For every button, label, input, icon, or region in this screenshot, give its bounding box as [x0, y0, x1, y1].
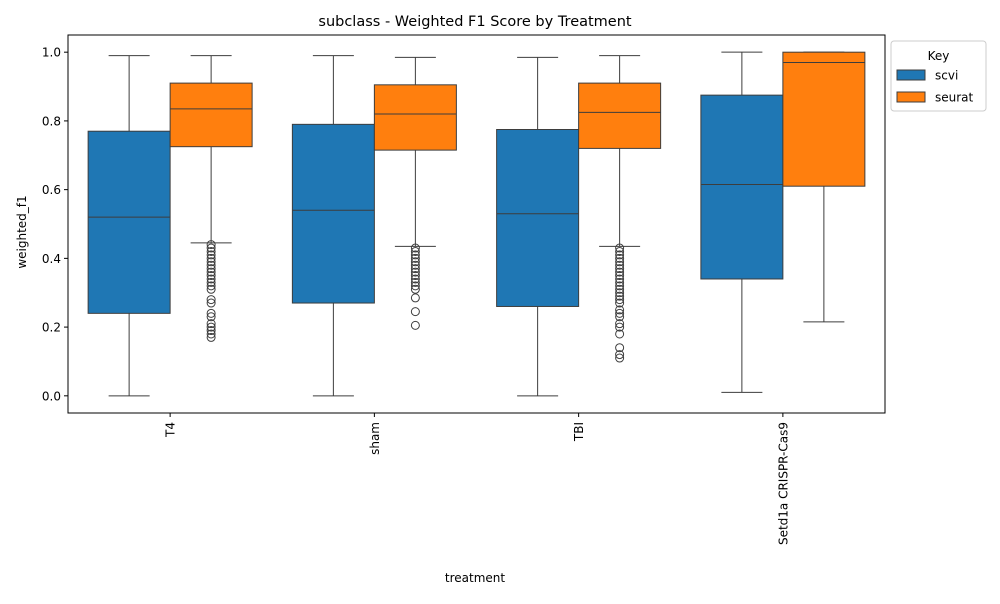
outlier-point	[615, 253, 625, 263]
outlier-point	[615, 246, 625, 256]
outlier-point	[410, 264, 420, 274]
box-scvi	[700, 94, 784, 280]
outlier-point	[206, 250, 216, 260]
outlier-point	[206, 274, 216, 284]
box-scvi	[291, 123, 375, 304]
outlier-point	[615, 264, 625, 274]
outlier-point	[206, 295, 216, 305]
outlier-point	[206, 332, 216, 342]
outlier-point	[206, 281, 216, 291]
outlier-point	[410, 293, 420, 303]
outlier-point	[615, 271, 625, 281]
outlier-point	[410, 320, 420, 330]
box-scvi	[496, 129, 580, 307]
outlier-point	[410, 271, 420, 281]
outlier-point	[206, 240, 216, 250]
x-axis-label: treatment	[445, 571, 505, 585]
outlier-point	[615, 260, 625, 270]
outlier-point	[615, 291, 625, 301]
outlier-point	[206, 253, 216, 263]
outlier-point	[206, 246, 216, 256]
outlier-point	[615, 250, 625, 260]
x-tick-label: sham	[368, 422, 382, 455]
outlier-point	[615, 288, 625, 298]
outlier-point	[615, 298, 625, 308]
box-scvi	[87, 130, 171, 314]
outlier-point	[206, 329, 216, 339]
chart-title: subclass - Weighted F1 Score by Treatmen…	[318, 14, 632, 30]
outlier-point	[615, 350, 625, 360]
x-tick-label: Setd1a CRISPR-Cas9	[776, 422, 790, 545]
legend-swatch-scvi	[896, 69, 926, 81]
outlier-point	[410, 250, 420, 260]
outlier-point	[615, 277, 625, 287]
outlier-point	[410, 281, 420, 291]
outlier-point	[206, 243, 216, 253]
legend-label-scvi: scvi	[935, 69, 958, 83]
outlier-point	[615, 243, 625, 253]
outlier-point	[615, 274, 625, 284]
box-seurat	[578, 82, 662, 149]
outlier-point	[615, 295, 625, 305]
outlier-point	[615, 284, 625, 294]
outlier-point	[410, 274, 420, 284]
outlier-point	[410, 267, 420, 277]
outlier-point	[615, 257, 625, 267]
legend-label-seurat: seurat	[935, 91, 974, 105]
outlier-point	[615, 312, 625, 322]
plot-area: 0.0 0.2 0.4 0.6 0.8 1.0 T4 sham TBI Setd1a CRISPR…	[42, 34, 886, 545]
outlier-point	[615, 281, 625, 291]
legend-swatch-seurat	[896, 91, 926, 103]
outlier-point	[615, 319, 625, 329]
outlier-point	[206, 326, 216, 336]
outlier-point	[410, 307, 420, 317]
outlier-point	[206, 319, 216, 329]
outlier-point	[615, 308, 625, 318]
outlier-point	[410, 243, 420, 253]
y-tick-label: 1.0	[42, 46, 61, 60]
outlier-point	[206, 257, 216, 267]
outlier-point	[615, 343, 625, 353]
outlier-point	[410, 260, 420, 270]
y-axis-label: weighted_f1	[15, 195, 29, 268]
plot-frame	[67, 34, 886, 414]
outlier-point	[206, 308, 216, 318]
outlier-point	[410, 277, 420, 287]
outlier-point	[615, 322, 625, 332]
outlier-point	[615, 267, 625, 277]
box-seurat	[782, 51, 866, 187]
x-tick-label: TBI	[572, 422, 586, 442]
outlier-point	[206, 267, 216, 277]
outlier-point	[206, 298, 216, 308]
y-tick-label: 0.2	[42, 321, 61, 335]
outlier-point	[206, 277, 216, 287]
outlier-point	[615, 305, 625, 315]
outlier-point	[206, 264, 216, 274]
outlier-point	[206, 260, 216, 270]
outlier-point	[410, 246, 420, 256]
box-seurat	[373, 84, 457, 151]
box-seurat	[169, 82, 253, 148]
outlier-point	[615, 353, 625, 363]
outlier-point	[206, 312, 216, 322]
y-tick-label: 0.0	[42, 389, 61, 403]
outlier-point	[410, 257, 420, 267]
outlier-point	[206, 284, 216, 294]
legend: Key scvi seurat	[890, 40, 987, 112]
outlier-point	[206, 322, 216, 332]
y-tick-label: 0.8	[42, 114, 61, 128]
outlier-point	[206, 271, 216, 281]
outlier-point	[410, 284, 420, 294]
y-tick-label: 0.4	[42, 252, 61, 266]
outlier-point	[410, 253, 420, 263]
x-tick-label: T4	[164, 422, 178, 438]
y-tick-label: 0.6	[42, 183, 61, 197]
outlier-point	[615, 329, 625, 339]
legend-title: Key	[928, 49, 950, 63]
